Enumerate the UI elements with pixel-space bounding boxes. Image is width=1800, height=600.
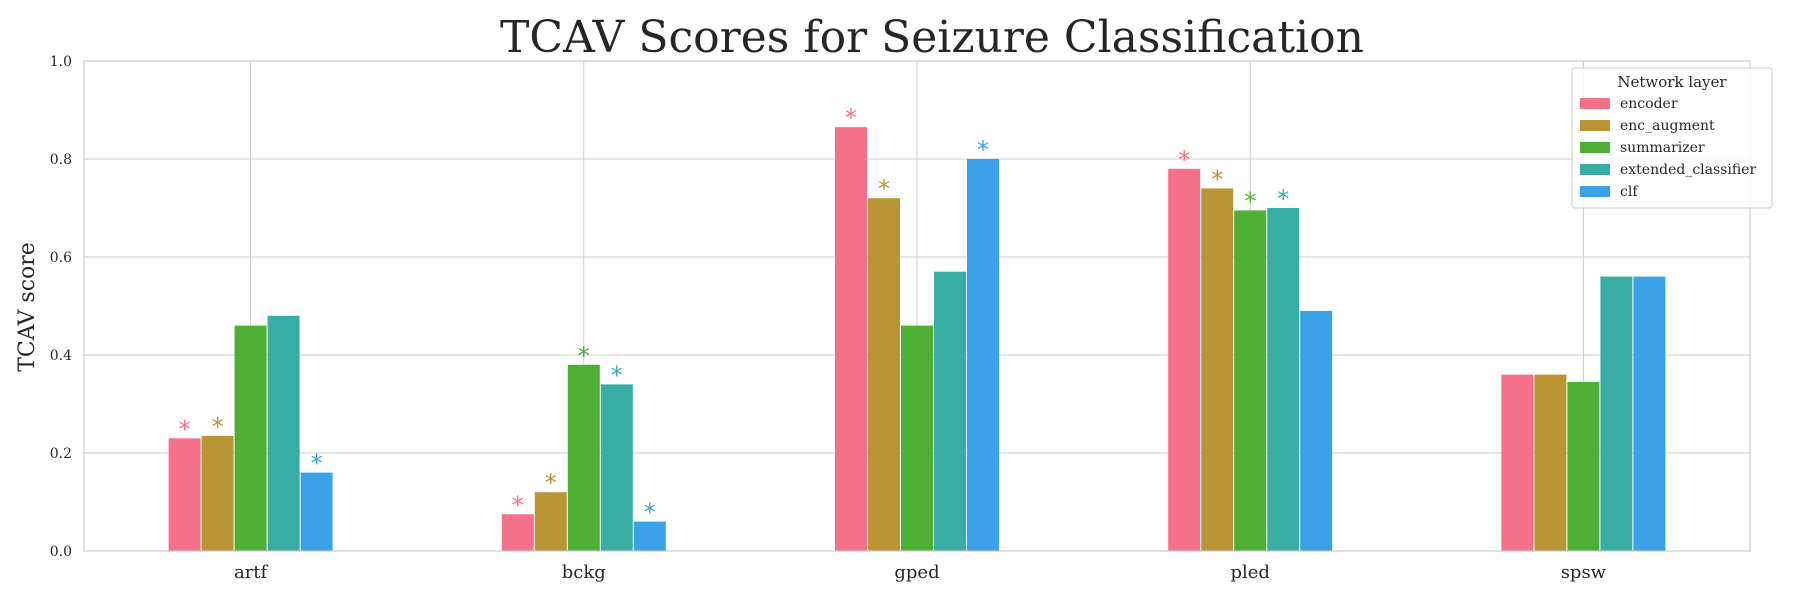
x-tick-label: artf — [234, 562, 269, 583]
significance-star: * — [1277, 185, 1289, 213]
bar — [1267, 208, 1300, 551]
x-tick-label: bckg — [562, 562, 606, 583]
y-tick-label: 1.0 — [50, 54, 72, 70]
legend-swatch — [1580, 142, 1610, 153]
significance-star: * — [977, 136, 989, 164]
significance-star: * — [1211, 165, 1223, 193]
bar — [1534, 374, 1567, 551]
bar — [1600, 276, 1633, 551]
bar — [300, 472, 333, 551]
bar — [967, 159, 999, 551]
bar — [1300, 310, 1333, 551]
plot-frame — [83, 60, 1751, 552]
y-tick-label: 0.2 — [50, 446, 72, 462]
significance-star: * — [578, 342, 590, 370]
bar — [267, 315, 300, 551]
legend-label: encoder — [1620, 96, 1678, 112]
bar — [1234, 210, 1267, 551]
legend-swatch — [1580, 120, 1610, 131]
bar — [201, 435, 234, 551]
significance-star: * — [311, 450, 323, 478]
legend-label: extended_classifier — [1620, 162, 1756, 178]
bar — [234, 325, 267, 551]
bar — [567, 364, 600, 551]
legend: Network layer encoder enc_augment summariz… — [1571, 67, 1773, 209]
legend-swatch — [1580, 186, 1610, 197]
bar — [633, 521, 666, 551]
significance-star: * — [1178, 146, 1190, 174]
x-tick-label: spsw — [1561, 562, 1607, 583]
significance-star: * — [512, 491, 524, 519]
y-tick-label: 0.6 — [50, 250, 72, 266]
y-tick-label: 0.0 — [50, 544, 72, 560]
significance-star: * — [1244, 187, 1256, 215]
significance-star: * — [878, 175, 890, 203]
bars — [168, 127, 1666, 552]
legend-label: enc_augment — [1620, 118, 1715, 134]
legend-swatch — [1580, 98, 1610, 109]
bar — [901, 325, 933, 551]
y-tick-label: 0.8 — [50, 152, 72, 168]
x-tick-label: pled — [1230, 562, 1269, 583]
significance-markers: * * * * * * * * * * * * * * * — [179, 104, 1290, 526]
x-tick-label: gped — [894, 562, 939, 583]
significance-star: * — [545, 469, 557, 497]
bar — [1501, 374, 1534, 551]
bar — [1567, 381, 1600, 551]
bar — [168, 438, 201, 551]
chart-title: TCAV Scores for Seizure Classification — [500, 12, 1364, 63]
bar — [501, 514, 534, 551]
significance-star: * — [212, 413, 224, 441]
y-tick-label: 0.4 — [50, 348, 72, 364]
legend-title: Network layer — [1617, 73, 1727, 91]
significance-star: * — [179, 415, 191, 443]
legend-label: summarizer — [1620, 140, 1705, 156]
legend-label: clf — [1620, 184, 1639, 200]
legend-box — [1571, 67, 1773, 209]
legend-swatch — [1580, 164, 1610, 175]
significance-star: * — [611, 361, 623, 389]
bar — [1201, 188, 1234, 551]
significance-star: * — [845, 104, 857, 132]
bar — [934, 271, 966, 551]
bar — [600, 384, 633, 551]
significance-star: * — [644, 499, 656, 527]
bar — [1168, 168, 1201, 552]
bar — [1633, 276, 1666, 551]
y-axis-label: TCAV score — [15, 242, 40, 372]
bar — [835, 127, 867, 552]
bar — [534, 492, 567, 551]
axes: 0.0 0.2 0.4 0.6 0.8 1.0 artf bckg gped pled spsw — [50, 54, 1751, 583]
bar — [868, 198, 900, 551]
